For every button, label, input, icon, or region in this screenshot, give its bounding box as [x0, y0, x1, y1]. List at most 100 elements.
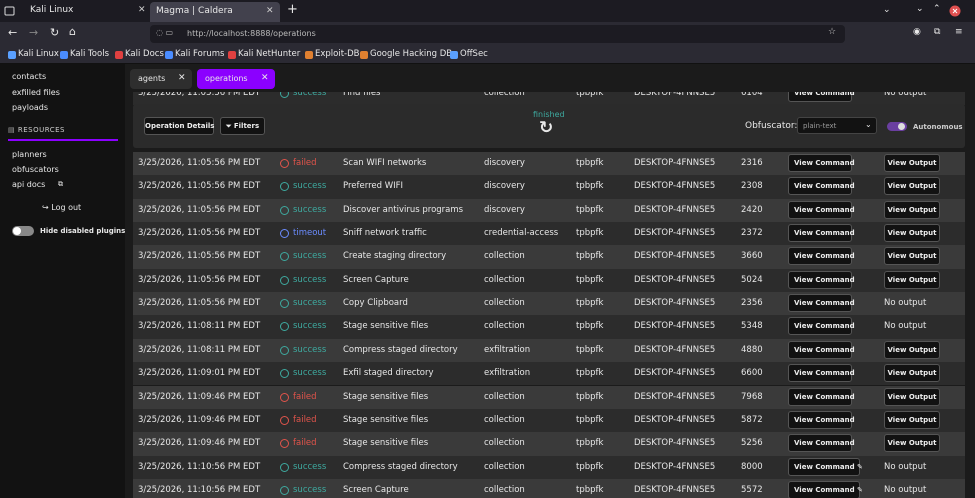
view-command-button[interactable]: View Command [788, 201, 852, 219]
url-bar[interactable]: ◌ ▭ http://localhost:8888/operations ☆ [150, 25, 845, 43]
obfuscator-select[interactable]: plain-text ⌄ [797, 117, 877, 134]
view-output-button[interactable]: View Output [884, 364, 940, 382]
status: success [293, 275, 326, 285]
bookmark[interactable]: Kali Tools [70, 49, 109, 59]
toggle[interactable] [12, 226, 34, 236]
output-text: No output [884, 485, 926, 495]
reload-state[interactable]: ↻ [539, 118, 553, 138]
view-command-button[interactable]: View Command [788, 294, 852, 312]
close-window[interactable] [949, 5, 961, 17]
app-tab-close[interactable]: ✕ [261, 73, 269, 83]
new-tab[interactable]: + [287, 2, 298, 17]
view-command-button[interactable]: View Command [788, 388, 852, 406]
status: failed [293, 438, 317, 448]
tab-title: Kali Linux [30, 5, 73, 15]
time: 3/25/2026, 11:05:56 PM EDT [138, 298, 260, 308]
view-command-button[interactable]: View Command ✎ [788, 458, 860, 476]
sidebar-link[interactable]: exfilled files [12, 88, 60, 97]
view-command-button[interactable]: View Command [788, 247, 852, 265]
sidebar-link[interactable]: contacts [12, 72, 46, 81]
bookmark-icon [228, 51, 236, 59]
view-command-button[interactable]: View Command [788, 271, 852, 289]
view-output-button[interactable]: View Output [884, 201, 940, 219]
view-command-button[interactable]: View Command [788, 177, 852, 195]
bookmark-star[interactable]: ☆ [828, 27, 836, 37]
bookmark[interactable]: Kali Forums [175, 49, 224, 59]
table-row: 3/25/2026, 11:08:11 PM EDTsuccessCompres… [133, 339, 965, 362]
view-command-button[interactable]: View Command [788, 92, 852, 102]
agent: tpbpfk [576, 181, 603, 191]
sidebar-link[interactable]: api docs [12, 180, 45, 189]
sidebar-link[interactable]: obfuscators [12, 165, 59, 174]
time: 3/25/2026, 11:10:56 PM EDT [138, 462, 260, 472]
view-output-button[interactable]: View Output [884, 247, 940, 265]
logout[interactable]: ↪ Log out [42, 203, 81, 212]
tab[interactable]: Kali Linux ✕ [18, 0, 150, 22]
filters-button[interactable]: ⏷ Filters [220, 117, 265, 135]
view-command-button[interactable]: View Command [788, 154, 852, 172]
button-label: View Command [794, 486, 855, 494]
bookmark[interactable]: Kali NetHunter [238, 49, 300, 59]
view-output-button[interactable]: View Output [884, 177, 940, 195]
home[interactable]: ⌂ [69, 25, 76, 38]
bookmark[interactable]: Kali Docs [125, 49, 164, 59]
tab-list-icon[interactable] [4, 5, 16, 17]
table-row: 3/25/2026, 11:05:56 PM EDTsuccessPreferr… [133, 175, 965, 198]
back[interactable]: ← [8, 26, 17, 39]
view-output-button[interactable]: View Output [884, 154, 940, 172]
view-output-button[interactable]: View Output [884, 271, 940, 289]
sidebar-link[interactable]: payloads [12, 103, 48, 112]
app-tab[interactable]: agents ✕ [130, 69, 192, 89]
view-command-button[interactable]: View Command [788, 364, 852, 382]
button-label: View Command [794, 369, 855, 377]
maximize[interactable]: ⌃ [933, 4, 941, 14]
view-command-button[interactable]: View Command [788, 224, 852, 242]
view-output-button[interactable]: View Output [884, 341, 940, 359]
pid: 8000 [741, 462, 763, 472]
tab-overflow[interactable]: ⌄ [883, 5, 891, 15]
bookmark[interactable]: Exploit-DB [315, 49, 360, 59]
reload[interactable]: ↻ [50, 26, 59, 39]
button-label: View Command [794, 463, 855, 471]
status-icon [280, 182, 289, 191]
view-command-button[interactable]: View Command [788, 341, 852, 359]
view-output-button[interactable]: View Output [884, 411, 940, 429]
app-tab-close[interactable]: ✕ [178, 73, 186, 83]
menu[interactable]: ≡ [955, 27, 963, 37]
view-command-button[interactable]: View Command [788, 317, 852, 335]
view-output-button[interactable]: View Output [884, 434, 940, 452]
view-command-button[interactable]: View Command ✎ [788, 481, 860, 498]
agent: tpbpfk [576, 392, 603, 402]
view-output-button[interactable]: View Output [884, 388, 940, 406]
bookmark[interactable]: Kali Linux [18, 49, 59, 59]
view-output-button[interactable]: View Output [884, 224, 940, 242]
tab-close[interactable]: ✕ [266, 6, 274, 16]
extensions[interactable]: ⧉ [934, 27, 940, 37]
ability: Find files [343, 92, 381, 98]
status: success [293, 92, 326, 98]
minimize[interactable]: ⌄ [916, 4, 924, 14]
table-row: 3/25/2026, 11:05:56 PM EDTsuccessDiscove… [133, 199, 965, 222]
sidebar: ▤ RESOURCES ↪ Log out Hide disabled plug… [0, 64, 125, 498]
forward[interactable]: → [29, 26, 38, 39]
account[interactable]: ◉ [913, 27, 921, 37]
autonomous-toggle[interactable] [887, 122, 907, 131]
host: DESKTOP-4FNNSE5 [634, 345, 715, 355]
bookmark[interactable]: OffSec [460, 49, 488, 59]
view-command-button[interactable]: View Command [788, 434, 852, 452]
active-tab[interactable]: Magma | Caldera ✕ [150, 2, 280, 22]
pid: 2420 [741, 205, 763, 215]
agent: tpbpfk [576, 228, 603, 238]
status-icon [280, 416, 289, 425]
tab-close[interactable]: ✕ [138, 5, 146, 15]
details-button[interactable]: Operation Details [144, 117, 214, 135]
status-icon [280, 299, 289, 308]
view-command-button[interactable]: View Command [788, 411, 852, 429]
app-tab-active[interactable]: operations ✕ [197, 69, 275, 89]
host: DESKTOP-4FNNSE5 [634, 368, 715, 378]
sidebar-link[interactable]: planners [12, 150, 47, 159]
bookmark[interactable]: Google Hacking DB [370, 49, 452, 59]
bookmarks-bar: Kali Linux Kali Tools Kali Docs Kali Forums… [0, 46, 975, 64]
agent: tpbpfk [576, 368, 603, 378]
ability: Screen Capture [343, 275, 409, 285]
